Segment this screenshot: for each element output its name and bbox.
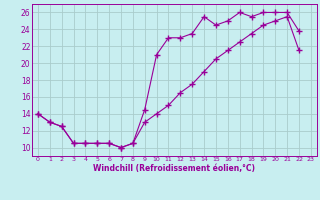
X-axis label: Windchill (Refroidissement éolien,°C): Windchill (Refroidissement éolien,°C) (93, 164, 255, 173)
